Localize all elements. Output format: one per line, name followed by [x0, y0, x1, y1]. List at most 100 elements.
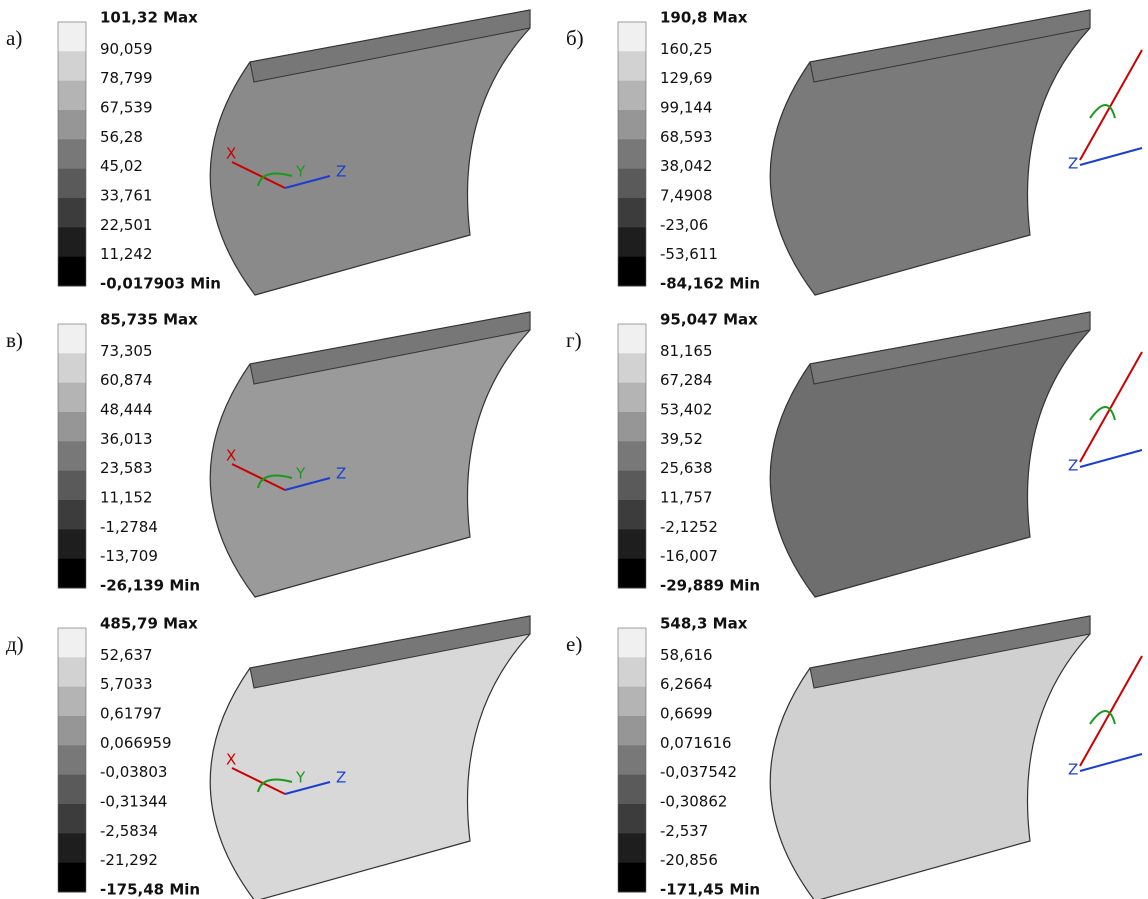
legend-band [58, 51, 86, 81]
legend-band [618, 383, 646, 413]
panel-letter: в) [6, 328, 23, 352]
axis-label: X [226, 751, 236, 769]
legend-level: 38,042 [660, 157, 713, 175]
legend-band [58, 657, 86, 687]
legend-level: 48,444 [100, 401, 153, 419]
legend-band [618, 628, 646, 658]
axis-z [1080, 148, 1142, 165]
legend-band [618, 500, 646, 530]
panel: г)95,047 Max81,16567,28453,40239,5225,63… [566, 311, 1142, 598]
legend-band [58, 441, 86, 471]
legend-level: 129,69 [660, 69, 713, 87]
legend-level: 6,2664 [660, 675, 713, 693]
legend-level: 53,402 [660, 401, 713, 419]
legend-band [618, 775, 646, 805]
axis-x [1080, 50, 1142, 160]
panel-letter: г) [566, 328, 582, 352]
legend-max: 85,735 Max [100, 311, 198, 329]
legend-level: 0,61797 [100, 705, 162, 723]
legend-level: 0,066959 [100, 734, 172, 752]
legend-level: 45,02 [100, 157, 143, 175]
legend-band [58, 863, 86, 893]
legend-band [618, 804, 646, 834]
legend-level: 11,757 [660, 489, 713, 507]
legend-min: -171,45 Min [660, 881, 760, 899]
panel-letter: д) [6, 632, 24, 656]
legend-level: 22,501 [100, 216, 153, 234]
panel: а)101,32 Max90,05978,79967,53956,2845,02… [6, 9, 530, 296]
legend-band [618, 745, 646, 775]
legend-band [618, 657, 646, 687]
axis-label: X [226, 145, 236, 163]
axis-label: Y [295, 465, 306, 483]
axis-y [1090, 711, 1115, 724]
legend-level: -0,037542 [660, 763, 737, 781]
axis-y [1090, 105, 1115, 118]
figure: а)101,32 Max90,05978,79967,53956,2845,02… [0, 0, 1148, 899]
axis-label: Y [295, 769, 306, 787]
axis-label: Z [1068, 457, 1078, 475]
legend-level: -0,31344 [100, 793, 167, 811]
legend-band [58, 833, 86, 863]
legend-level: -2,5834 [100, 822, 158, 840]
legend-level: 7,4908 [660, 187, 713, 205]
legend-level: -20,856 [660, 851, 718, 869]
legend-band [618, 716, 646, 746]
legend-band [58, 324, 86, 354]
legend-band [618, 353, 646, 383]
legend-band [618, 110, 646, 140]
axis-x [1080, 656, 1142, 766]
legend-band [58, 775, 86, 805]
legend-level: 67,539 [100, 99, 153, 117]
legend-level: -2,1252 [660, 518, 718, 536]
axis-label: Z [336, 769, 346, 787]
legend-band [58, 227, 86, 257]
legend-band [618, 412, 646, 442]
legend-band [618, 324, 646, 354]
axis-y [1090, 407, 1115, 420]
legend-level: -53,611 [660, 245, 718, 263]
legend-level: 52,637 [100, 646, 153, 664]
panel: д)485,79 Max52,6375,70330,617970,066959-… [6, 615, 530, 899]
legend-level: -21,292 [100, 851, 158, 869]
legend-band [58, 716, 86, 746]
legend-band [618, 139, 646, 169]
axis-label: Z [1068, 155, 1078, 173]
legend-band [618, 81, 646, 111]
legend-level: -2,537 [660, 822, 708, 840]
legend-band [58, 257, 86, 287]
legend-level: 39,52 [660, 430, 703, 448]
panel-letter: е) [566, 632, 582, 656]
legend-band [618, 198, 646, 228]
legend-band [618, 22, 646, 52]
legend-level: 90,059 [100, 40, 153, 58]
legend-level: 78,799 [100, 69, 153, 87]
axis-x [1080, 352, 1142, 462]
legend-band [58, 110, 86, 140]
legend-level: 11,152 [100, 489, 153, 507]
legend-max: 548,3 Max [660, 615, 748, 633]
legend-min: -29,889 Min [660, 577, 760, 595]
legend-band [58, 22, 86, 52]
axis-z [1080, 754, 1142, 771]
legend-band [618, 687, 646, 717]
legend-band [618, 863, 646, 893]
panel: е)548,3 Max58,6166,26640,66990,071616-0,… [566, 615, 1142, 899]
legend-band [618, 441, 646, 471]
legend-level: 33,761 [100, 187, 153, 205]
axis-label: Z [336, 465, 346, 483]
legend-level: 5,7033 [100, 675, 153, 693]
legend-max: 190,8 Max [660, 9, 748, 27]
legend-level: 68,593 [660, 128, 713, 146]
legend-level: 99,144 [660, 99, 713, 117]
legend-level: 36,013 [100, 430, 153, 448]
panel-letter: б) [566, 26, 584, 50]
legend-level: -23,06 [660, 216, 708, 234]
legend-band [58, 198, 86, 228]
legend-band [58, 81, 86, 111]
panel: в)85,735 Max73,30560,87448,44436,01323,5… [6, 311, 530, 598]
legend-level: -16,007 [660, 547, 718, 565]
legend-max: 95,047 Max [660, 311, 758, 329]
axis-label: X [226, 447, 236, 465]
legend-band [618, 559, 646, 589]
